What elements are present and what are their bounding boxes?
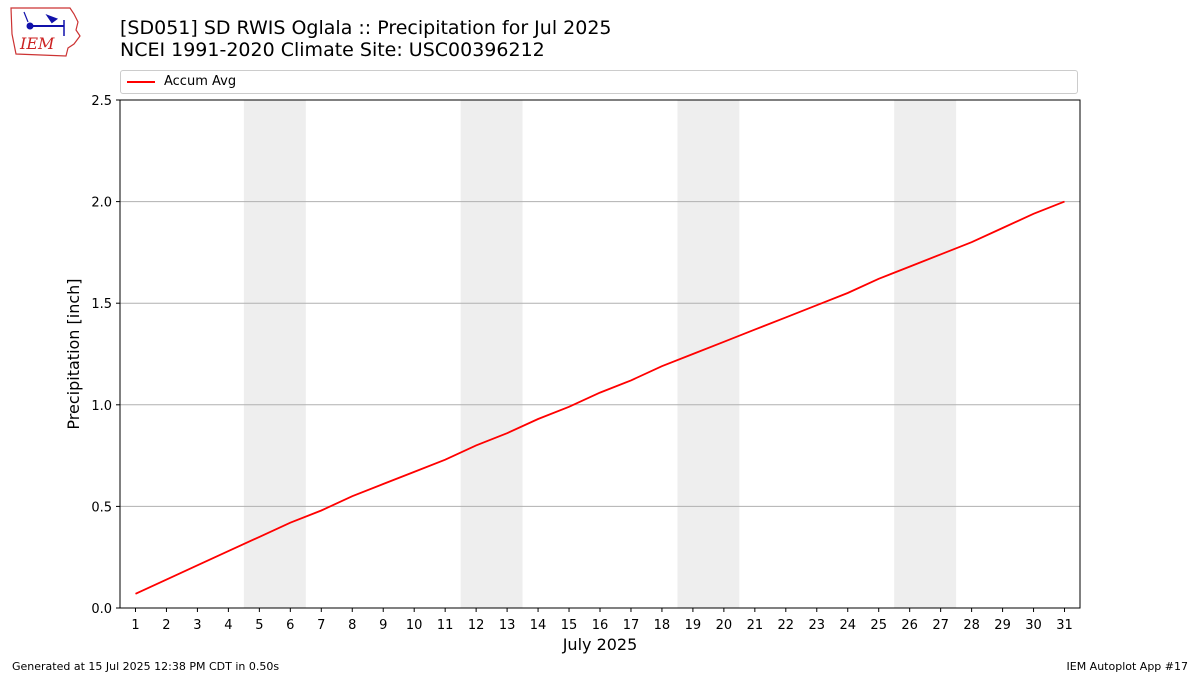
y-tick-label: 1.5 xyxy=(91,297,112,312)
y-tick-label: 0.0 xyxy=(91,602,112,617)
x-tick-label: 31 xyxy=(1056,618,1073,633)
iem-logo: IEM xyxy=(10,7,81,57)
x-tick-label: 8 xyxy=(348,618,356,633)
y-tick-label: 2.5 xyxy=(91,94,112,109)
x-tick-label: 23 xyxy=(809,618,826,633)
x-tick-label: 30 xyxy=(1025,618,1042,633)
x-tick-label: 15 xyxy=(561,618,578,633)
x-tick-label: 11 xyxy=(437,618,454,633)
x-tick-label: 13 xyxy=(499,618,516,633)
x-tick-label: 3 xyxy=(193,618,201,633)
x-tick-label: 10 xyxy=(406,618,423,633)
x-tick-label: 27 xyxy=(932,618,949,633)
legend: Accum Avg xyxy=(120,70,1078,94)
x-tick-label: 5 xyxy=(255,618,263,633)
x-tick-label: 9 xyxy=(379,618,387,633)
x-tick-label: 16 xyxy=(592,618,609,633)
x-tick-label: 22 xyxy=(778,618,795,633)
legend-line-swatch xyxy=(127,81,155,83)
x-tick-label: 1 xyxy=(131,618,139,633)
footer-app: IEM Autoplot App #17 xyxy=(1066,660,1189,673)
series-line-accum-avg xyxy=(135,200,1065,595)
x-tick-label: 12 xyxy=(468,618,485,633)
footer-generated: Generated at 15 Jul 2025 12:38 PM CDT in… xyxy=(12,660,280,673)
chart-title: [SD051] SD RWIS Oglala :: Precipitation … xyxy=(120,17,612,39)
x-tick-label: 6 xyxy=(286,618,294,633)
weekend-shading xyxy=(243,100,306,608)
weekend-shading xyxy=(677,100,740,608)
y-tick-label: 0.5 xyxy=(91,500,112,515)
iowa-outline xyxy=(10,7,81,57)
x-tick-label: 14 xyxy=(530,618,547,633)
x-tick-label: 20 xyxy=(716,618,733,633)
x-tick-label: 17 xyxy=(623,618,640,633)
x-tick-label: 19 xyxy=(685,618,702,633)
x-axis-label: July 2025 xyxy=(562,635,638,654)
y-axis-label: Precipitation [inch] xyxy=(64,278,83,429)
x-tick-label: 18 xyxy=(654,618,671,633)
x-tick-label: 7 xyxy=(317,618,325,633)
x-tick-label: 4 xyxy=(224,618,232,633)
x-tick-label: 28 xyxy=(963,618,980,633)
weekend-shading xyxy=(894,100,957,608)
legend-label: Accum Avg xyxy=(164,74,237,89)
weekend-shading xyxy=(460,100,523,608)
plot-frame xyxy=(119,99,1081,609)
logo-text: IEM xyxy=(19,34,55,53)
x-tick-label: 24 xyxy=(839,618,856,633)
x-tick-label: 26 xyxy=(901,618,918,633)
y-tick-label: 2.0 xyxy=(91,196,112,211)
x-tick-label: 2 xyxy=(162,618,170,633)
x-tick-label: 25 xyxy=(870,618,887,633)
x-tick-label: 21 xyxy=(747,618,764,633)
chart-subtitle: NCEI 1991-2020 Climate Site: USC00396212 xyxy=(120,39,545,61)
weather-station-icon xyxy=(23,11,65,36)
y-tick-label: 1.0 xyxy=(91,399,112,414)
x-tick-label: 29 xyxy=(994,618,1011,633)
